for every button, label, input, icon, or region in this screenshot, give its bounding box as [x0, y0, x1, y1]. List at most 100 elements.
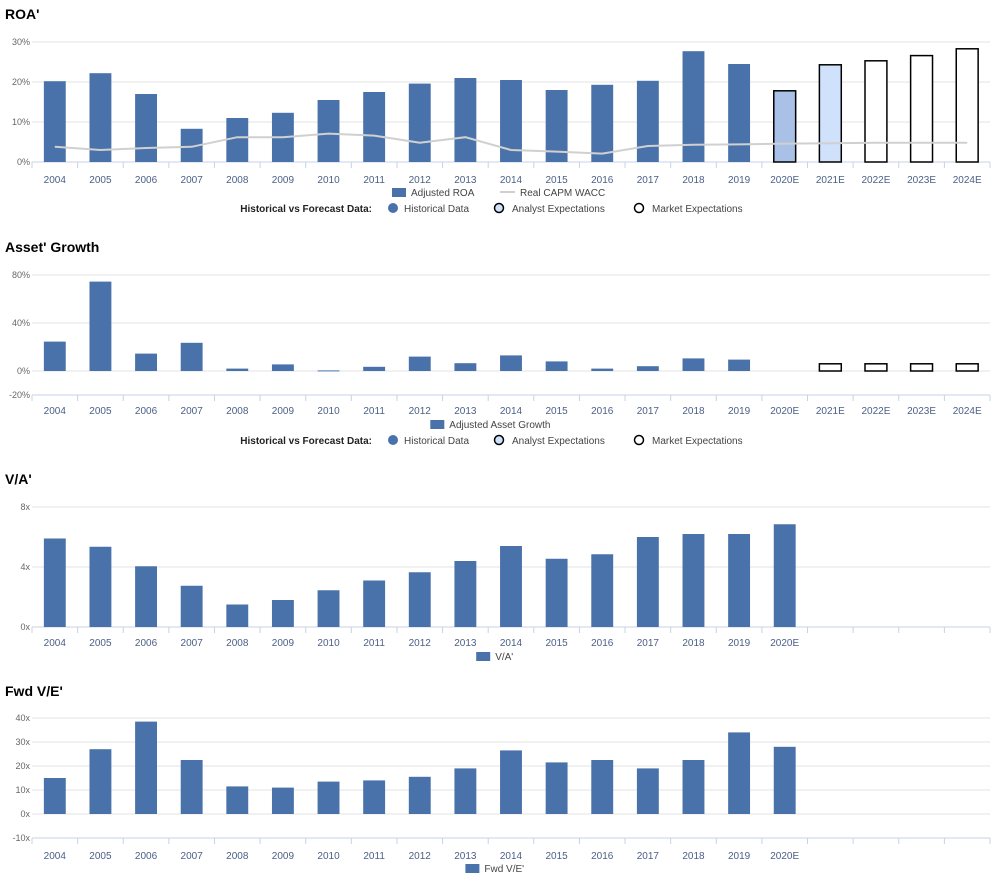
roa-x-tick-label: 2020E	[770, 175, 799, 186]
fwdve-bar-2016	[591, 760, 614, 814]
va-bar-2010	[317, 590, 340, 627]
fwdve-y-tick-label: 0x	[20, 809, 30, 819]
fwdve-x-tick-label: 2015	[545, 851, 568, 862]
va-bar-2017	[636, 537, 659, 627]
fwdve-bar-2017	[636, 768, 659, 814]
va-bar-2004	[43, 538, 66, 627]
growth-bar-2012	[408, 356, 431, 371]
growth-x-tick-label: 2024E	[953, 406, 982, 417]
va-y-tick-label: 4x	[20, 562, 30, 572]
growth-bar-2024E	[955, 363, 979, 372]
roa-legend-swatch-roa	[392, 188, 406, 197]
va-x-tick-label: 2007	[181, 638, 204, 649]
roa-x-tick-label: 2014	[500, 175, 523, 186]
growth-x-tick-label: 2014	[500, 406, 523, 417]
growth-x-tick-label: 2008	[226, 406, 249, 417]
fwdve-x-tick-label: 2007	[181, 851, 204, 862]
growth-x-tick-label: 2022E	[861, 406, 890, 417]
fwdve-y-tick-label: 10x	[15, 785, 30, 795]
fwdve-x-tick-label: 2011	[363, 851, 385, 862]
roa-legend-label: Real CAPM WACC	[520, 188, 605, 199]
roa-x-tick-label: 2008	[226, 175, 249, 186]
roa-legend-historical-dot	[388, 203, 398, 213]
growth-x-tick-label: 2018	[682, 406, 705, 417]
fwdve-x-tick-label: 2006	[135, 851, 158, 862]
fwdve-bar-2007	[180, 760, 203, 814]
va-bar-2020E	[773, 524, 796, 627]
va-x-tick-label: 2011	[363, 638, 385, 649]
growth-legend-historical-label: Historical Data	[404, 436, 469, 447]
fwdve-y-tick-label: 20x	[15, 761, 30, 771]
growth-x-tick-label: 2021E	[816, 406, 845, 417]
fwdve-bar-2020E	[773, 746, 796, 814]
growth-bar-2015	[545, 361, 568, 371]
va-legend-label: V/A'	[495, 652, 513, 663]
va-x-tick-label: 2012	[409, 638, 432, 649]
va-bar-2016	[591, 554, 614, 627]
growth-bar-2005	[89, 281, 112, 371]
growth-bar-2010	[317, 370, 340, 372]
growth-x-tick-label: 2019	[728, 406, 751, 417]
roa-y-tick-label: 0%	[17, 157, 30, 167]
growth-bar-2011	[363, 366, 386, 371]
va-chart-title: V/A'	[5, 471, 32, 487]
fwdve-bar-2015	[545, 762, 568, 814]
va-x-tick-label: 2004	[44, 638, 67, 649]
va-x-tick-label: 2018	[682, 638, 705, 649]
roa-x-tick-label: 2006	[135, 175, 158, 186]
va-x-tick-label: 2015	[545, 638, 568, 649]
va-x-tick-label: 2019	[728, 638, 751, 649]
fwdve-x-tick-label: 2012	[409, 851, 432, 862]
fwdve-x-tick-label: 2014	[500, 851, 523, 862]
fwdve-bar-2010	[317, 781, 340, 814]
roa-x-tick-label: 2007	[181, 175, 204, 186]
roa-x-tick-label: 2005	[89, 175, 112, 186]
va-x-tick-label: 2020E	[770, 638, 799, 649]
fwdve-x-tick-label: 2004	[44, 851, 67, 862]
fwdve-bar-2018	[682, 760, 705, 814]
va-x-tick-label: 2017	[637, 638, 660, 649]
va-bar-2015	[545, 558, 568, 627]
roa-bar-2004	[43, 81, 66, 162]
roa-legend-historical-label: Historical Data	[404, 204, 469, 215]
roa-bar-2022E	[864, 60, 888, 163]
roa-x-tick-label: 2012	[409, 175, 432, 186]
roa-legend-analyst-label: Analyst Expectations	[512, 204, 605, 215]
roa-legend-market-label: Market Expectations	[652, 204, 743, 215]
va-y-tick-label: 8x	[20, 502, 30, 512]
fwdve-x-tick-label: 2010	[317, 851, 340, 862]
roa-bar-2006	[135, 94, 157, 162]
va-x-tick-label: 2016	[591, 638, 614, 649]
roa-legend-forecast-title: Historical vs Forecast Data:	[240, 204, 372, 215]
fwdve-y-tick-label: -10x	[12, 833, 30, 843]
roa-x-tick-label: 2011	[363, 175, 385, 186]
fwdve-y-tick-label: 30x	[15, 737, 30, 747]
va-bar-2006	[135, 566, 157, 627]
va-x-tick-label: 2008	[226, 638, 249, 649]
roa-bar-2021E	[818, 64, 843, 163]
roa-bar-2005	[89, 73, 112, 162]
roa-legend-analyst-dot	[493, 202, 505, 214]
roa-x-tick-label: 2017	[637, 175, 660, 186]
roa-x-tick-label: 2018	[682, 175, 705, 186]
fwdve-x-tick-label: 2008	[226, 851, 249, 862]
va-bar-2018	[682, 534, 705, 627]
roa-bar-2017	[636, 80, 659, 162]
growth-bar-2009	[271, 364, 294, 371]
fwdve-x-tick-label: 2018	[682, 851, 705, 862]
growth-bar-2007	[180, 342, 203, 371]
roa-x-tick-label: 2009	[272, 175, 295, 186]
growth-bar-2023E	[909, 363, 934, 372]
roa-bar-2019	[728, 64, 751, 162]
growth-legend-historical-dot	[388, 435, 398, 445]
fwdve-bar-2012	[408, 776, 431, 814]
va-bar-2005	[89, 546, 112, 627]
roa-x-tick-label: 2010	[317, 175, 340, 186]
growth-x-tick-label: 2012	[409, 406, 432, 417]
growth-y-tick-label: 0%	[17, 366, 30, 376]
growth-x-tick-label: 2017	[637, 406, 660, 417]
roa-y-tick-label: 30%	[12, 37, 30, 47]
va-x-tick-label: 2010	[317, 638, 340, 649]
roa-bar-2007	[180, 128, 203, 162]
growth-bar-2008	[226, 368, 249, 371]
